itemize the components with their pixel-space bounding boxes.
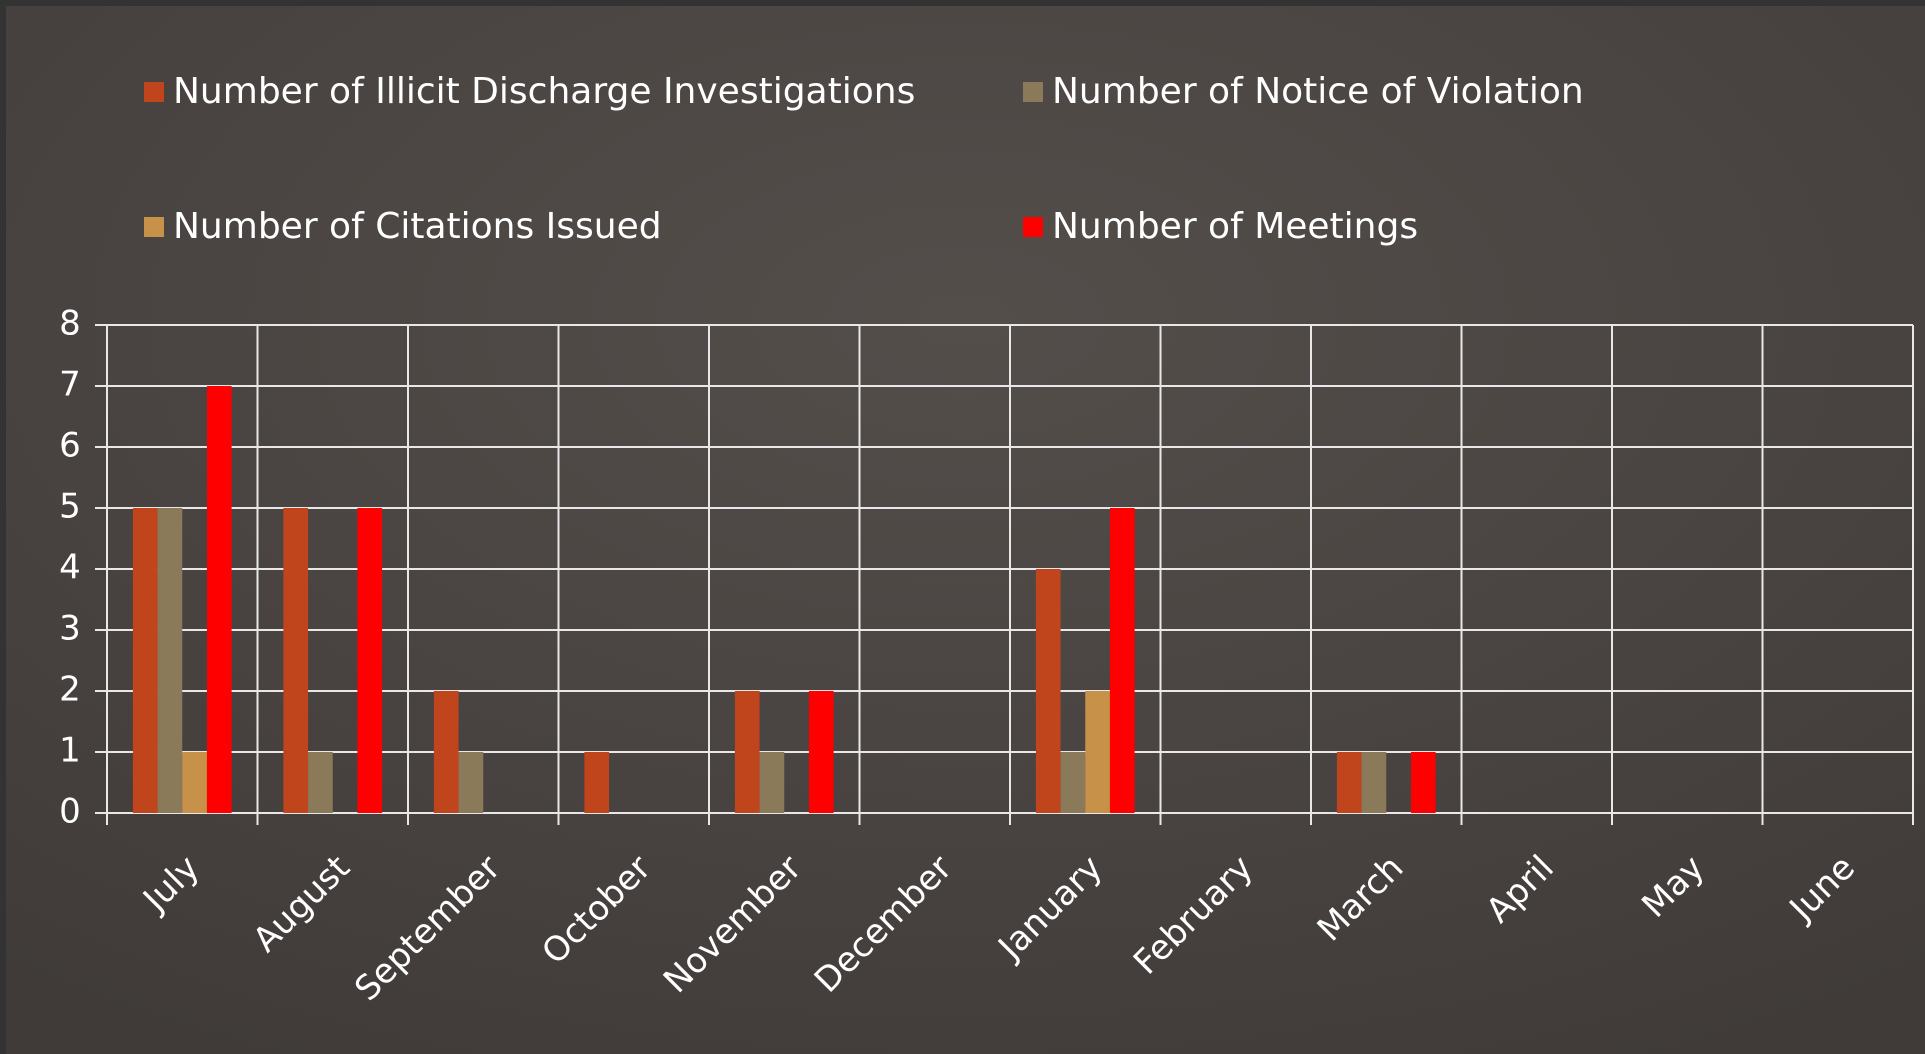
legend-swatch bbox=[1023, 82, 1043, 102]
y-tick-label: 4 bbox=[59, 548, 81, 588]
y-tick-label: 5 bbox=[59, 487, 81, 527]
y-tick-label: 7 bbox=[59, 365, 81, 405]
legend-label: Number of Notice of Violation bbox=[1052, 71, 1584, 112]
background bbox=[6, 6, 1925, 1054]
y-tick-label: 3 bbox=[59, 609, 81, 649]
legend-swatch bbox=[144, 217, 164, 237]
bar bbox=[808, 691, 834, 813]
y-tick-label: 0 bbox=[59, 792, 81, 832]
bar bbox=[759, 752, 785, 813]
bar bbox=[157, 508, 183, 813]
bar bbox=[357, 508, 383, 813]
legend-label: Number of Citations Issued bbox=[173, 206, 662, 247]
bar bbox=[1060, 752, 1086, 813]
bar bbox=[1336, 752, 1362, 813]
legend-label: Number of Illicit Discharge Investigatio… bbox=[173, 71, 915, 112]
bar bbox=[458, 752, 484, 813]
y-tick-label: 1 bbox=[59, 731, 81, 771]
bar bbox=[1035, 569, 1061, 813]
legend-swatch bbox=[1023, 217, 1043, 237]
bar bbox=[132, 508, 158, 813]
legend-label: Number of Meetings bbox=[1052, 206, 1418, 247]
bar bbox=[433, 691, 459, 813]
bar bbox=[584, 752, 610, 813]
legend-swatch bbox=[144, 82, 164, 102]
bar bbox=[1085, 691, 1110, 813]
bar bbox=[182, 752, 207, 813]
bar bbox=[308, 752, 333, 813]
y-tick-label: 2 bbox=[59, 670, 81, 710]
bar bbox=[1361, 752, 1387, 813]
y-tick-label: 6 bbox=[59, 426, 81, 466]
bar bbox=[734, 691, 760, 813]
bar bbox=[283, 508, 309, 813]
bar bbox=[1410, 752, 1436, 813]
y-tick-label: 8 bbox=[59, 304, 81, 344]
bar bbox=[1109, 508, 1135, 813]
bar bbox=[206, 386, 232, 813]
